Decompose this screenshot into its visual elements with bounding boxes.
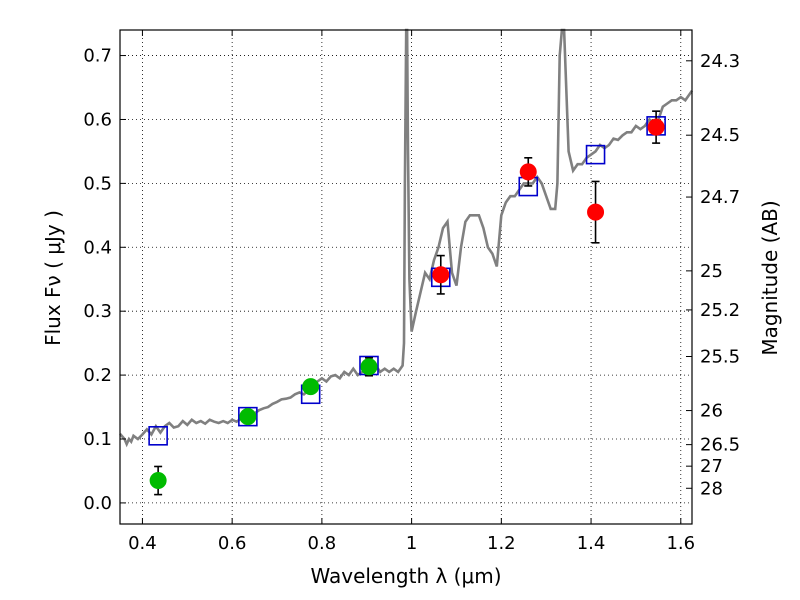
y-tick-label: 0.7	[83, 46, 112, 67]
y2-tick-label: 25.2	[700, 300, 740, 321]
y2-tick-label: 26	[700, 401, 723, 422]
y2-tick-label: 24.5	[700, 125, 740, 146]
y-axis-title: Flux Fν ( μJy )	[41, 210, 65, 346]
x-tick-label: 0.4	[128, 533, 157, 554]
x-axis-title: Wavelength λ (μm)	[310, 564, 501, 588]
x-tick-label: 1	[406, 533, 417, 554]
y2-tick-label: 26.5	[700, 435, 740, 456]
nir-data-point	[519, 163, 537, 181]
optical-data-point	[149, 472, 167, 490]
y-tick-label: 0.6	[83, 109, 112, 130]
nir-data-point	[587, 203, 605, 221]
y2-tick-label: 27	[700, 456, 723, 477]
y2-tick-label: 25.5	[700, 347, 740, 368]
y-tick-label: 0.1	[83, 429, 112, 450]
optical-data-point	[360, 358, 378, 376]
y-tick-label: 0.0	[83, 493, 112, 514]
model-flux-box	[238, 406, 258, 427]
y2-axis-title: Magnitude (AB)	[758, 200, 782, 355]
y-axis-ticks: 0.0 0.1 0.2 0.3 0.4 0.5 0.6 0.7	[83, 46, 126, 514]
y2-tick-label: 24.3	[700, 51, 740, 72]
x-tick-label: 0.6	[218, 533, 247, 554]
x-tick-label: 1.4	[577, 533, 606, 554]
optical-data-point	[302, 378, 320, 396]
y2-tick-label: 25	[700, 261, 723, 282]
model-flux-box	[148, 426, 168, 446]
observed-points	[149, 118, 665, 490]
nir-data-point	[432, 266, 450, 284]
x-tick-label: 0.8	[308, 533, 337, 554]
plot-frame	[119, 29, 693, 525]
y-tick-label: 0.3	[83, 301, 112, 322]
nir-data-point	[647, 118, 665, 136]
x-axis-ticks: 0.4 0.6 0.8 1 1.2 1.4 1.6	[128, 30, 695, 554]
model-flux-box	[585, 144, 606, 165]
x-tick-label: 1.6	[666, 533, 695, 554]
y2-tick-label: 24.7	[700, 187, 740, 208]
grid-lines	[120, 30, 692, 524]
y-tick-label: 0.4	[83, 237, 112, 258]
y-tick-label: 0.5	[83, 173, 112, 194]
y2-tick-label: 28	[700, 478, 723, 499]
y-tick-label: 0.2	[83, 365, 112, 386]
optical-data-point	[239, 408, 257, 426]
x-tick-label: 1.2	[487, 533, 516, 554]
